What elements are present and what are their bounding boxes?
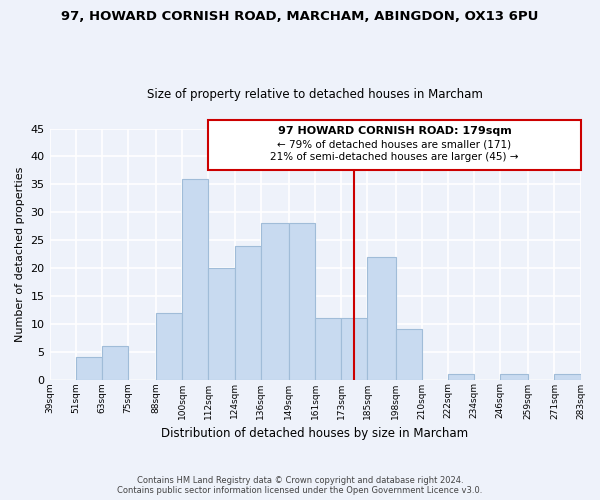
Text: 97, HOWARD CORNISH ROAD, MARCHAM, ABINGDON, OX13 6PU: 97, HOWARD CORNISH ROAD, MARCHAM, ABINGD… xyxy=(61,10,539,23)
X-axis label: Distribution of detached houses by size in Marcham: Distribution of detached houses by size … xyxy=(161,427,469,440)
FancyBboxPatch shape xyxy=(208,120,581,170)
Bar xyxy=(260,224,289,380)
Bar xyxy=(367,257,395,380)
Title: Size of property relative to detached houses in Marcham: Size of property relative to detached ho… xyxy=(147,88,483,101)
Bar xyxy=(102,346,128,380)
Bar xyxy=(500,374,528,380)
Text: Contains HM Land Registry data © Crown copyright and database right 2024.
Contai: Contains HM Land Registry data © Crown c… xyxy=(118,476,482,495)
Bar xyxy=(235,246,260,380)
Text: 97 HOWARD CORNISH ROAD: 179sqm: 97 HOWARD CORNISH ROAD: 179sqm xyxy=(278,126,511,136)
Bar xyxy=(554,374,581,380)
Bar xyxy=(156,312,182,380)
Bar xyxy=(448,374,474,380)
Bar xyxy=(315,318,341,380)
Bar xyxy=(76,357,102,380)
Bar xyxy=(341,318,367,380)
Text: ← 79% of detached houses are smaller (171): ← 79% of detached houses are smaller (17… xyxy=(277,140,512,149)
Bar xyxy=(289,224,315,380)
Bar xyxy=(182,178,208,380)
Bar xyxy=(395,330,422,380)
Y-axis label: Number of detached properties: Number of detached properties xyxy=(15,166,25,342)
Bar xyxy=(208,268,235,380)
Text: 21% of semi-detached houses are larger (45) →: 21% of semi-detached houses are larger (… xyxy=(270,152,518,162)
